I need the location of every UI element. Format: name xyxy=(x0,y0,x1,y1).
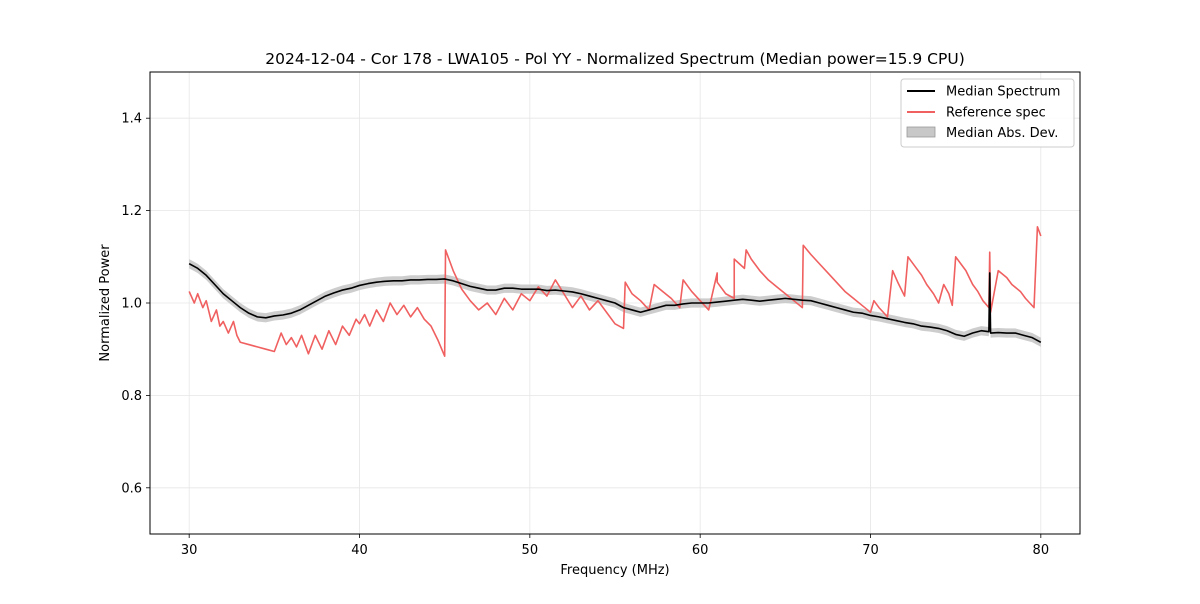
x-tick-label: 70 xyxy=(862,543,879,558)
y-tick-label: 1.0 xyxy=(121,297,142,312)
legend-mad-swatch xyxy=(906,126,936,138)
x-tick-label: 60 xyxy=(692,543,709,558)
chart-title: 2024-12-04 - Cor 178 - LWA105 - Pol YY -… xyxy=(265,50,965,68)
x-axis-label: Frequency (MHz) xyxy=(560,563,669,578)
legend: Median Spectrum Reference spec Median Ab… xyxy=(900,78,1075,148)
x-tick-label: 30 xyxy=(181,543,198,558)
x-tick-label: 40 xyxy=(351,543,368,558)
reference-spectrum-line xyxy=(188,225,1042,357)
legend-box xyxy=(900,78,1075,148)
median-spectrum-line xyxy=(188,263,1042,343)
axis-ticks: 30 40 50 60 70 80 0.6 0.8 1.0 1.2 1.4 xyxy=(121,112,1049,558)
x-tick-label: 80 xyxy=(1033,543,1050,558)
y-tick-label: 1.2 xyxy=(121,204,142,219)
legend-mad-label: Median Abs. Dev. xyxy=(946,126,1058,141)
x-tick-label: 50 xyxy=(522,543,539,558)
legend-median-label: Median Spectrum xyxy=(946,85,1060,100)
y-tick-label: 1.4 xyxy=(121,112,142,127)
y-tick-label: 0.6 xyxy=(121,481,142,496)
y-axis-label: Normalized Power xyxy=(98,244,113,362)
legend-reference-label: Reference spec xyxy=(946,106,1046,121)
y-tick-label: 0.8 xyxy=(121,389,142,404)
plot-area xyxy=(188,225,1042,357)
